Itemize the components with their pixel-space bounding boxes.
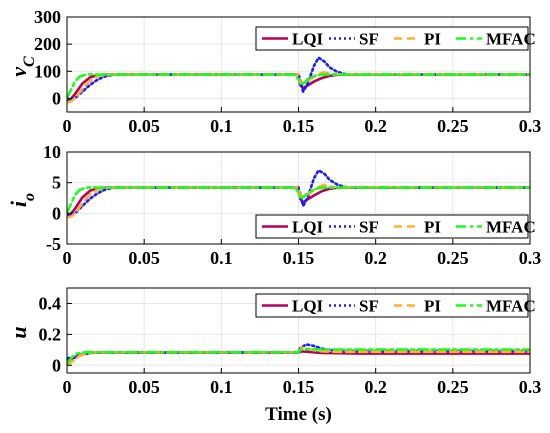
legend: LQI SF PI MFAC <box>255 214 536 239</box>
x-tick-label: 0.25 <box>437 116 469 136</box>
legend-box <box>255 293 529 318</box>
series-group <box>67 343 530 367</box>
y-axis-label-main: v <box>6 67 31 77</box>
legend-label-lqi: LQI <box>292 297 324 316</box>
y-tick-label: 0 <box>52 88 61 108</box>
x-tick-label: 0.2 <box>364 377 387 397</box>
legend-label-sf: SF <box>359 297 379 316</box>
y-tick-label: 0 <box>52 203 61 223</box>
y-tick-label: 0.4 <box>39 293 62 313</box>
x-tick-label: 0.2 <box>364 116 387 136</box>
legend-label-mfac: MFAC <box>486 297 536 316</box>
panel-3: 0 0.05 0.1 0.15 0.2 0.25 0.3 0 0.2 0.4 u Time (s) LQ… <box>6 287 542 425</box>
y-tick-label: -5 <box>46 234 61 254</box>
x-tick-label: 0.1 <box>210 248 233 268</box>
legend-box <box>255 26 529 51</box>
y-tick-label: 200 <box>34 34 61 54</box>
series-group <box>67 169 530 219</box>
x-tick-label: 0.25 <box>437 248 469 268</box>
legend-box <box>255 214 529 239</box>
legend-label-lqi: LQI <box>292 218 324 237</box>
x-tick-label: 0.3 <box>519 248 542 268</box>
series-line-mfac <box>67 72 530 100</box>
legend-label-mfac: MFAC <box>486 218 536 237</box>
y-tick-label: 300 <box>34 7 61 27</box>
x-tick-label: 0 <box>63 116 72 136</box>
x-tick-label: 0 <box>63 377 72 397</box>
y-axis-label-sub: C <box>21 56 38 67</box>
series-line-mfac <box>67 185 530 215</box>
x-tick-label: 0.15 <box>283 248 315 268</box>
legend: LQI SF PI MFAC <box>255 293 536 318</box>
y-tick-label: 0 <box>52 355 61 375</box>
x-tick-label: 0.05 <box>128 377 160 397</box>
x-tick-label: 0.1 <box>210 116 233 136</box>
series-line-pi <box>67 71 530 104</box>
x-tick-label: 0.1 <box>210 377 233 397</box>
legend-label-pi: PI <box>424 297 441 316</box>
x-tick-label: 0.15 <box>283 116 315 136</box>
x-tick-label: 0.2 <box>364 248 387 268</box>
y-axis-label-main: i <box>6 200 31 207</box>
x-tick-label: 0.3 <box>519 377 542 397</box>
y-tick-label: 100 <box>34 61 61 81</box>
x-tick-label: 0.25 <box>437 377 469 397</box>
y-tick-label: 10 <box>43 142 61 162</box>
y-axis-label: vC <box>6 56 38 77</box>
y-axis-label: io <box>6 193 38 207</box>
series-line-pi <box>67 183 530 219</box>
series-line-mfac <box>67 347 530 366</box>
legend: LQI SF PI MFAC <box>255 26 536 51</box>
x-tick-label: 0.05 <box>128 248 160 268</box>
legend-label-lqi: LQI <box>292 30 324 49</box>
legend-label-mfac: MFAC <box>486 30 536 49</box>
legend-label-sf: SF <box>359 30 379 49</box>
x-axis-label: Time (s) <box>265 404 332 425</box>
y-axis-label: u <box>6 326 31 338</box>
series-group <box>67 56 530 104</box>
legend-label-pi: PI <box>424 218 441 237</box>
legend-label-sf: SF <box>359 218 379 237</box>
y-axis-label-sub: o <box>21 193 38 201</box>
x-tick-label: 0.05 <box>128 116 160 136</box>
x-tick-label: 0.15 <box>283 377 315 397</box>
y-axis-label-main: u <box>6 326 31 338</box>
panel-1: 0 0.05 0.1 0.15 0.2 0.25 0.3 0 100 200 300 vC LQI SF P… <box>6 7 541 136</box>
y-tick-label: 0.2 <box>39 324 62 344</box>
y-tick-label: 5 <box>52 173 61 193</box>
legend-label-pi: PI <box>424 30 441 49</box>
x-tick-label: 0 <box>63 248 72 268</box>
x-tick-label: 0.3 <box>519 116 542 136</box>
